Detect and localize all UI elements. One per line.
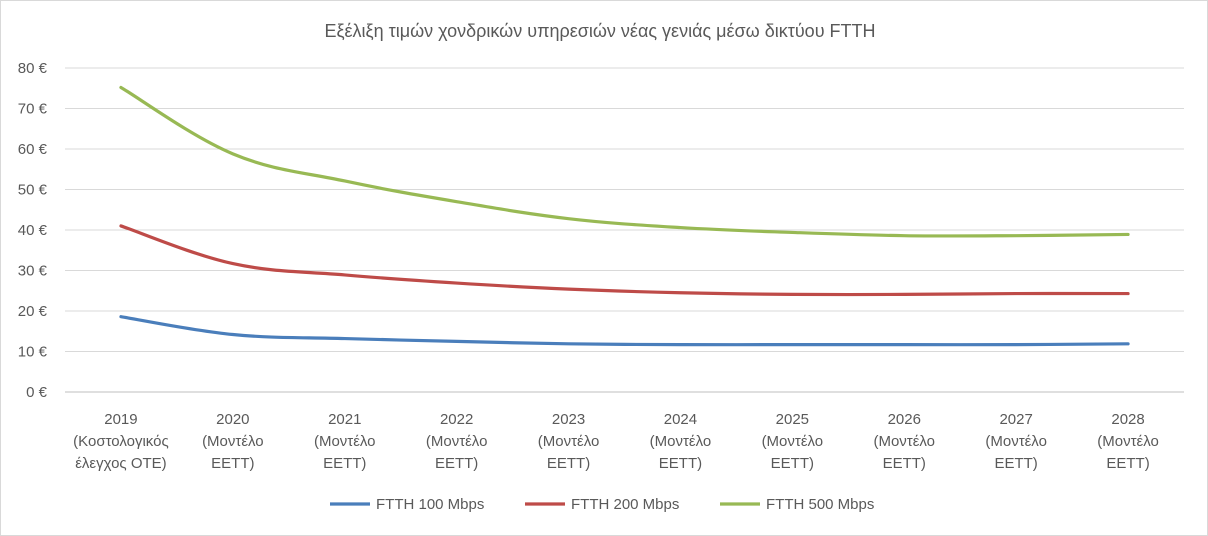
y-tick-label: 30 € [18, 263, 48, 280]
y-tick-label: 20 € [18, 303, 48, 320]
series-line-2 [119, 224, 1130, 297]
x-tick-label: 2023 (Μοντέλο ΕΕΤΤ) [538, 411, 600, 472]
legend-item: FTTH 200 Mbps [525, 496, 679, 513]
x-tick-label: 2024 (Μοντέλο ΕΕΤΤ) [650, 411, 712, 472]
x-tick-label: 2028 (Μοντέλο ΕΕΤΤ) [1097, 411, 1159, 472]
legend-label: FTTH 200 Mbps [571, 496, 679, 513]
y-tick-label: 60 € [18, 141, 48, 158]
chart-title: Εξέλιξη τιμών χονδρικών υπηρεσιών νέας γ… [324, 21, 875, 41]
y-tick-label: 10 € [18, 344, 48, 361]
legend-label: FTTH 100 Mbps [376, 496, 484, 513]
series-line-3 [119, 85, 1130, 238]
x-tick-label: 2025 (Μοντέλο ΕΕΤΤ) [762, 411, 824, 472]
legend-label: FTTH 500 Mbps [766, 496, 874, 513]
y-tick-label: 0 € [26, 384, 48, 401]
x-tick-label: 2027 (Μοντέλο ΕΕΤΤ) [985, 411, 1047, 472]
x-tick-label: 2019 (Κοστολογικός έλεγχος ΟΤΕ) [73, 411, 169, 472]
x-axis: 2019 (Κοστολογικός έλεγχος ΟΤΕ) 2020 (Μοντέλ… [73, 411, 1159, 472]
y-tick-label: 40 € [18, 222, 48, 239]
gridlines [65, 67, 1184, 393]
y-tick-label: 50 € [18, 182, 48, 199]
legend: FTTH 100 Mbps FTTH 200 Mbps FTTH 500 Mbps [330, 496, 874, 513]
y-tick-label: 70 € [18, 101, 48, 118]
legend-item: FTTH 100 Mbps [330, 496, 484, 513]
x-tick-label: 2026 (Μοντέλο ΕΕΤΤ) [873, 411, 935, 472]
series-line-1 [119, 315, 1130, 347]
y-axis: 0 € 10 € 20 € 30 € 40 € 50 € 60 € 70 € 80 € [18, 60, 48, 401]
series-lines [119, 85, 1130, 347]
y-tick-label: 80 € [18, 60, 48, 77]
x-tick-label: 2020 (Μοντέλο ΕΕΤΤ) [202, 411, 264, 472]
x-tick-label: 2022 (Μοντέλο ΕΕΤΤ) [426, 411, 488, 472]
x-tick-label: 2021 (Μοντέλο ΕΕΤΤ) [314, 411, 376, 472]
legend-item: FTTH 500 Mbps [720, 496, 874, 513]
